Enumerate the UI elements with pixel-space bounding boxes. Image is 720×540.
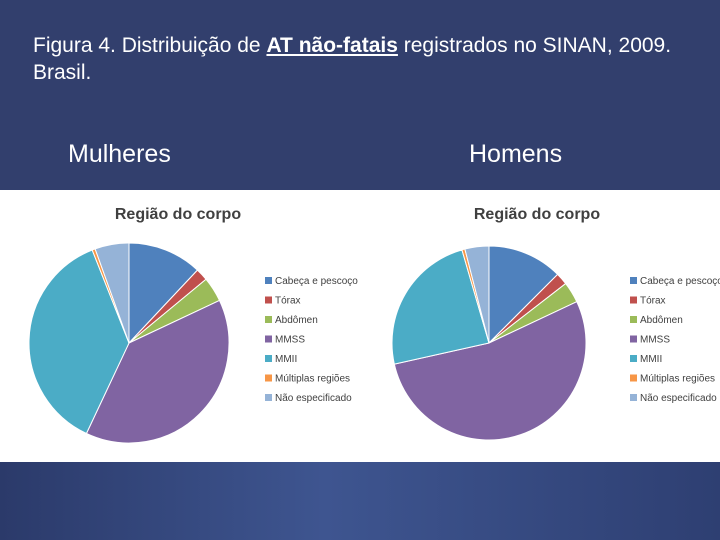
legend-swatch: [265, 296, 272, 304]
legend-label: Múltiplas regiões: [275, 374, 350, 385]
slide-title-part2: registrados no SINAN, 2009. Brasil.: [33, 34, 672, 84]
pie-chart-1: Região do corpo Cabeça e pescoço Tórax Abdô…: [28, 206, 358, 444]
label-mulheres: Mulheres: [68, 140, 171, 168]
pie-slice-não-especificado: [94, 242, 130, 344]
chart-title: Região do corpo: [474, 206, 600, 223]
legend-label: Não especificado: [275, 393, 352, 404]
legend-label: MMII: [275, 354, 297, 365]
legend-label: Abdômen: [640, 315, 683, 326]
legend-swatch: [630, 355, 637, 362]
slide-title: Figura 4. Distribuição de AT não-fatais …: [33, 32, 673, 86]
slide-title-part1: Figura 4. Distribuição de: [33, 34, 267, 57]
pie-charts: Região do corpo Cabeça e pescoço Tórax Abdô…: [28, 206, 720, 444]
pie-chart-2: Região do corpo Cabeça e pescoço Tórax Abdô…: [391, 206, 720, 441]
legend-label: Cabeça e pescoço: [640, 276, 720, 287]
legend-swatch: [630, 296, 637, 304]
legend-swatch: [630, 335, 637, 343]
pie-slice-não-especificado: [464, 245, 490, 344]
legend-swatch: [630, 394, 637, 401]
pie-slice-mmii: [391, 249, 490, 365]
chart-title: Região do corpo: [115, 206, 241, 223]
legend-label: MMSS: [640, 335, 670, 346]
legend-swatch: [265, 316, 272, 323]
legend-label: MMSS: [275, 335, 305, 346]
legend-swatch: [630, 316, 637, 323]
legend-swatch: [265, 277, 272, 284]
legend-swatch: [630, 277, 637, 284]
legend-swatch: [265, 374, 272, 382]
legend-swatch: [265, 355, 272, 362]
chart-area: Região do corpo Cabeça e pescoço Tórax Abdô…: [0, 190, 720, 462]
bottom-decoration: [0, 462, 720, 540]
legend-label: Cabeça e pescoço: [275, 276, 358, 287]
legend-swatch: [630, 374, 637, 382]
legend-label: Tórax: [275, 296, 301, 307]
pie-slice-mmii: [28, 249, 130, 435]
legend-swatch: [265, 394, 272, 401]
pie-slice-cabeça-e-pescoço: [488, 245, 559, 345]
pie-slice-mmss: [393, 301, 587, 441]
legend-label: MMII: [640, 354, 662, 365]
label-homens: Homens: [469, 140, 563, 168]
legend-label: Tórax: [640, 296, 666, 307]
pie-slice-mmss: [85, 299, 230, 444]
legend-label: Múltiplas regiões: [640, 374, 715, 385]
pie-slice-cabeça-e-pescoço: [128, 242, 199, 345]
legend-label: Não especificado: [640, 393, 717, 404]
slide-title-underlined: AT não-fatais: [266, 34, 398, 57]
legend-swatch: [265, 335, 272, 343]
legend-label: Abdômen: [275, 315, 318, 326]
